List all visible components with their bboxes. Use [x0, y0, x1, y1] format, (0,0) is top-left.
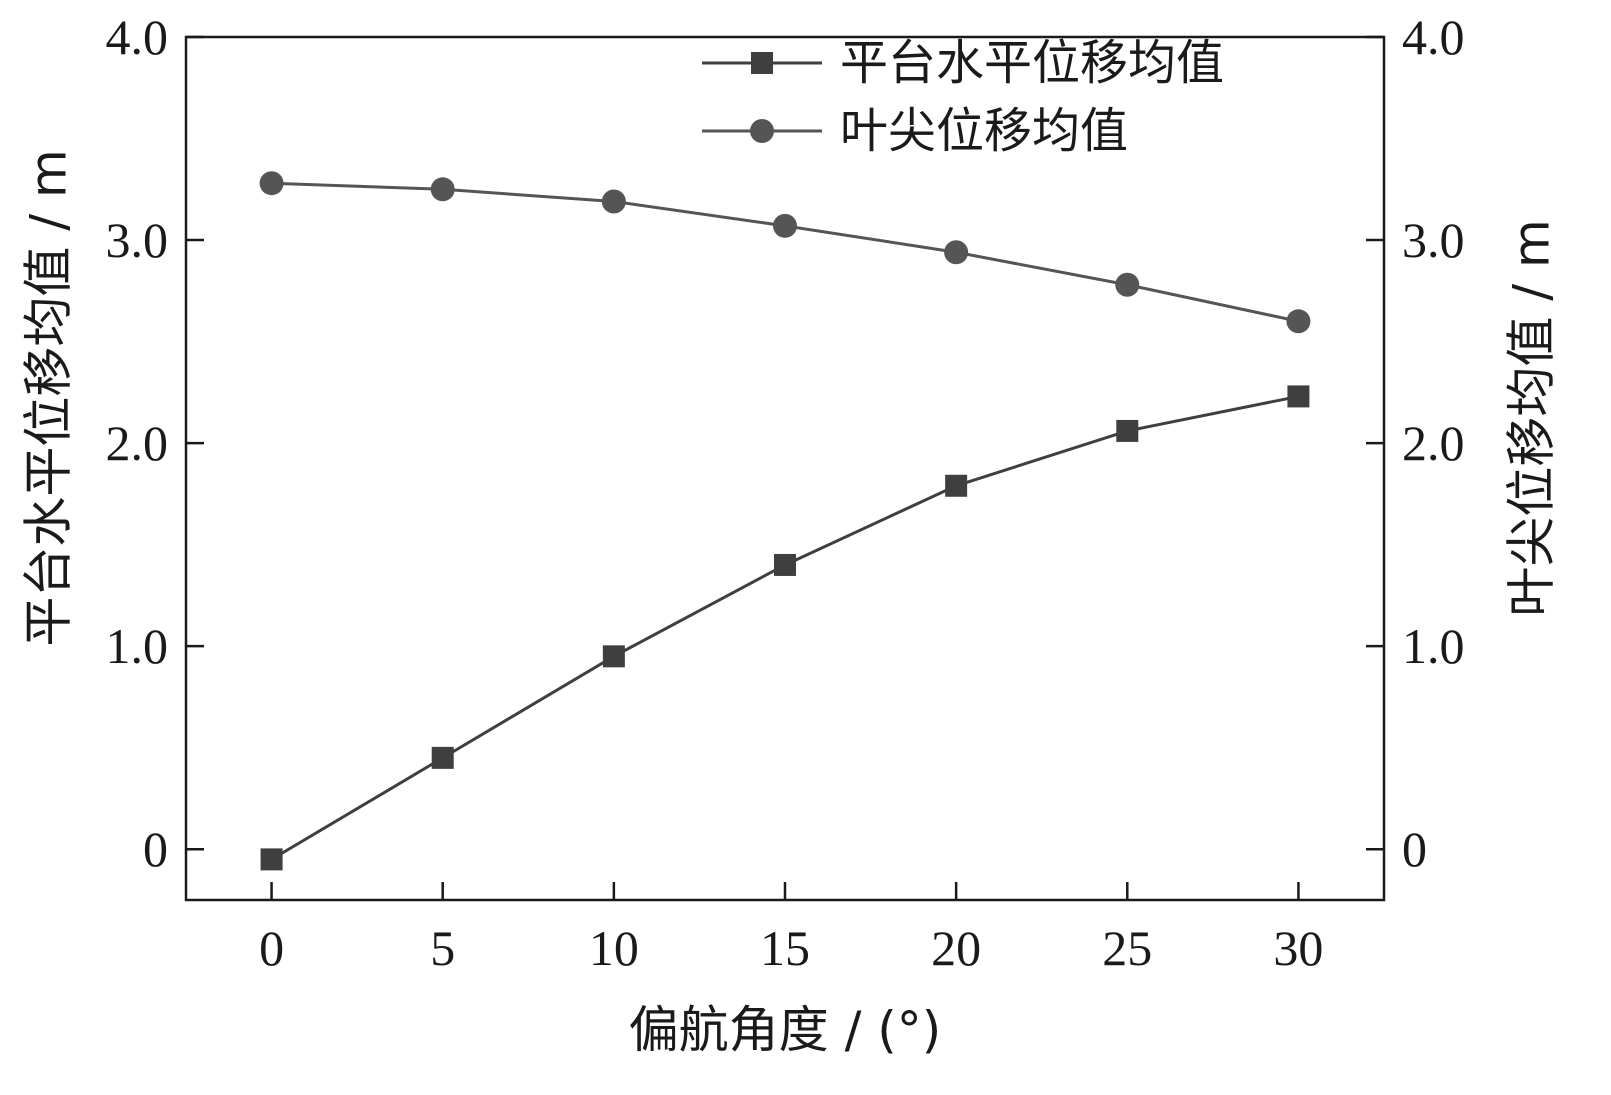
legend-item: 叶尖位移均值 [702, 103, 1128, 159]
x-tick-label: 30 [1273, 920, 1323, 976]
right-y-tick-label: 2.0 [1402, 415, 1465, 471]
right-axis-ticks: 0 1.0 2.0 3.0 4.0 [1366, 9, 1465, 877]
legend-label: 平台水平位移均值 [840, 35, 1224, 91]
x-tick-label: 10 [589, 920, 639, 976]
legend-circle-marker [750, 119, 774, 143]
legend-label: 叶尖位移均值 [840, 103, 1128, 159]
series-line [271, 181, 1299, 323]
square-data-point [260, 848, 283, 871]
circle-data-point [1115, 272, 1140, 297]
series-line [270, 394, 1299, 861]
left-y-tick-label: 0 [143, 821, 168, 877]
left-y-tick-label: 4.0 [106, 9, 169, 65]
x-tick-label: 25 [1102, 920, 1152, 976]
right-y-axis-title: 叶尖位移均值 / m [1503, 219, 1561, 616]
left-y-axis-title: 平台水平位移均值 / m [20, 149, 78, 646]
bottom-axis-ticks: 0 5 10 15 20 25 30 [259, 882, 1323, 976]
legend-square-marker [751, 52, 773, 74]
right-y-tick-label: 0 [1402, 821, 1427, 877]
circle-data-point [1286, 309, 1311, 334]
left-axis-ticks: 0 1.0 2.0 3.0 4.0 [106, 9, 204, 877]
square-data-point [1116, 419, 1139, 442]
circle-data-point [430, 177, 455, 202]
x-tick-label: 5 [430, 920, 455, 976]
x-tick-label: 15 [760, 920, 810, 976]
legend-item: 平台水平位移均值 [702, 35, 1224, 91]
left-y-tick-label: 2.0 [106, 415, 169, 471]
square-data-point [774, 553, 796, 576]
circle-data-point [773, 213, 797, 238]
x-axis-title: 偏航角度 / (°) [629, 1001, 942, 1059]
right-y-tick-label: 1.0 [1402, 618, 1465, 674]
square-data-point [945, 474, 968, 497]
square-data-point [431, 746, 454, 769]
circle-data-point [259, 171, 284, 196]
x-tick-label: 20 [931, 920, 981, 976]
right-y-tick-label: 3.0 [1402, 212, 1465, 268]
circle-data-point [601, 189, 626, 214]
circle-data-point [944, 240, 969, 265]
series-1 [260, 385, 1310, 871]
square-data-point [1287, 385, 1310, 408]
series-layer [259, 171, 1311, 871]
left-y-tick-label: 3.0 [106, 212, 169, 268]
x-tick-label: 0 [259, 920, 284, 976]
left-y-tick-label: 1.0 [106, 618, 169, 674]
plot-frame [184, 35, 1386, 902]
series-2 [259, 171, 1311, 334]
right-y-tick-label: 4.0 [1402, 9, 1465, 65]
square-data-point [602, 645, 625, 668]
